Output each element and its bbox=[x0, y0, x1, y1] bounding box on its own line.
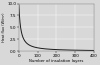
Y-axis label: Heat flux (W/m²): Heat flux (W/m²) bbox=[2, 13, 6, 42]
X-axis label: Number of insulation layers: Number of insulation layers bbox=[29, 59, 84, 63]
